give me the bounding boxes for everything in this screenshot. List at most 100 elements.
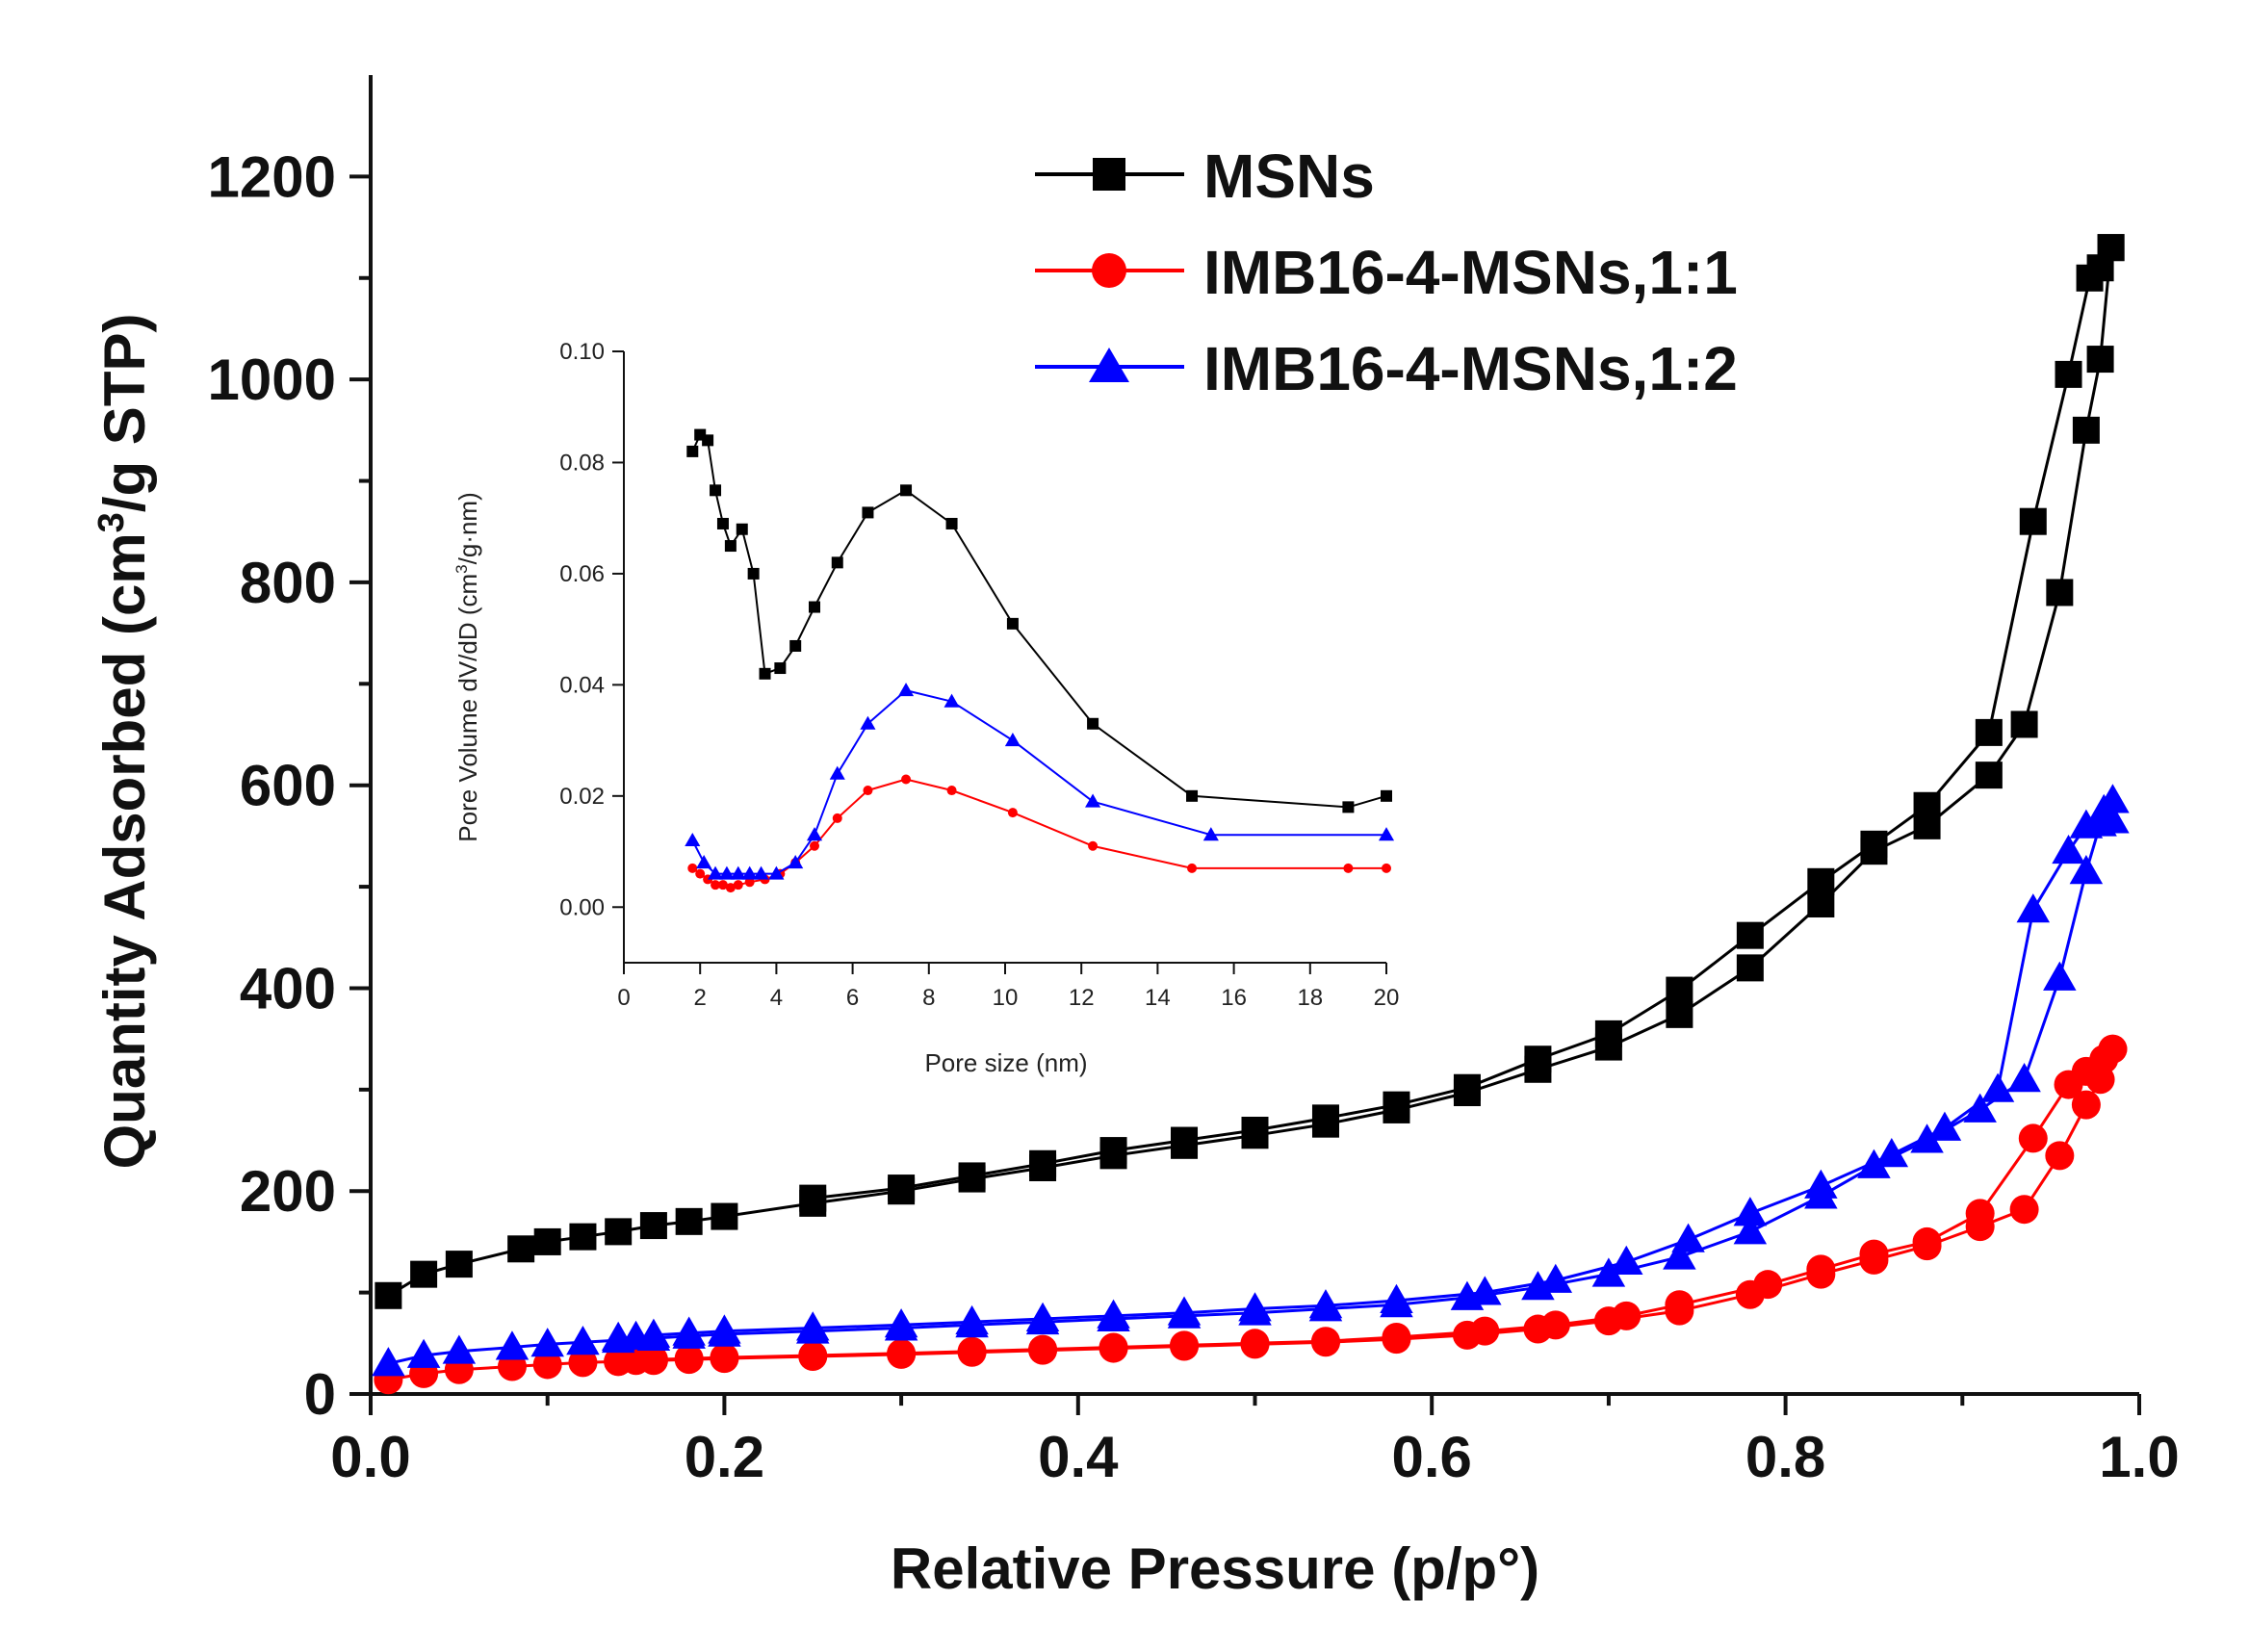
main-point-desorption-imb16-4-msns-1-1 [604, 1347, 633, 1377]
main-point-desorption-msns [1241, 1117, 1269, 1144]
inset-y-tick-label: 0.10 [559, 339, 605, 365]
main-point-desorption-msns [2019, 507, 2047, 535]
main-point-adsorption-msns [2072, 416, 2100, 444]
inset-y-axis-title-superscript: 3 [452, 564, 471, 573]
inset-x-tick-label: 4 [770, 985, 783, 1011]
main-point-desorption-msns [2055, 360, 2082, 388]
inset-point-imb16-4-msns-1-2 [1085, 793, 1101, 808]
inset-point-imb16-4-msns-1-1 [810, 840, 819, 851]
inset-point-imb16-4-msns-1-1 [1088, 840, 1099, 851]
main-point-desorption-imb16-4-msns-1-2 [672, 1316, 706, 1346]
inset-point-imb16-4-msns-1-1 [717, 880, 728, 891]
inset-series-layer [685, 428, 1395, 893]
main-point-adsorption-msns [1666, 1000, 1693, 1028]
main-point-desorption-msns [958, 1162, 986, 1190]
inset-point-imb16-4-msns-1-2 [788, 855, 804, 869]
main-point-adsorption-imb16-4-msns-1-2 [495, 1330, 530, 1360]
main-point-desorption-imb16-4-msns-1-2 [2087, 793, 2121, 823]
inset-point-msns [702, 434, 714, 447]
inset-series-imb16-4-msns-1-2 [685, 683, 1395, 880]
inset-x-tick-label: 16 [1221, 985, 1247, 1011]
main-line-desorption-imb16-4-msns-1-1 [618, 1047, 2114, 1363]
main-point-desorption-imb16-4-msns-1-1 [1310, 1327, 1340, 1356]
main-x-tick-label: 0.2 [685, 1425, 764, 1489]
main-point-desorption-imb16-4-msns-1-2 [1025, 1302, 1060, 1331]
main-point-desorption-msns [799, 1184, 827, 1212]
inset-point-imb16-4-msns-1-1 [1343, 863, 1354, 873]
main-point-adsorption-msns [1975, 761, 2003, 789]
inset-point-imb16-4-msns-1-2 [897, 683, 915, 697]
inset-point-msns [1186, 789, 1199, 802]
main-point-desorption-imb16-4-msns-1-2 [1097, 1299, 1130, 1329]
main-point-adsorption-imb16-4-msns-1-1 [2009, 1195, 2039, 1225]
main-point-desorption-imb16-4-msns-1-1 [2054, 1070, 2083, 1099]
main-point-desorption-imb16-4-msns-1-2 [708, 1314, 741, 1344]
main-point-desorption-msns [1383, 1091, 1410, 1119]
main-series-imb16-4-msns-1-2 [372, 784, 2130, 1377]
main-point-adsorption-msns [2010, 710, 2038, 738]
main-point-adsorption-imb16-4-msns-1-2 [372, 1347, 405, 1377]
inset-point-msns [789, 639, 802, 652]
main-point-desorption-imb16-4-msns-1-2 [1308, 1289, 1343, 1319]
inset-point-imb16-4-msns-1-2 [944, 693, 960, 708]
main-point-desorption-imb16-4-msns-1-1 [1665, 1290, 1694, 1320]
inset-axes: 0 2 4 6 8 10 12 14 16 18 20 0.00 0.02 0.04 0.06 0.08 0.1… [559, 339, 1399, 1011]
main-point-desorption-imb16-4-msns-1-1 [674, 1344, 704, 1374]
inset-point-imb16-4-msns-1-2 [730, 865, 746, 880]
main-point-desorption-msns [1099, 1137, 1127, 1165]
main-point-adsorption-imb16-4-msns-1-2 [1963, 1093, 1997, 1123]
inset-point-msns [831, 556, 843, 569]
inset-point-msns [710, 484, 722, 497]
main-point-desorption-imb16-4-msns-1-2 [796, 1311, 830, 1341]
main-point-desorption-msns [1171, 1126, 1199, 1154]
main-y-axis-title-main: Quantity Adsorbed (cm [92, 532, 157, 1169]
main-point-adsorption-imb16-4-msns-1-2 [2069, 855, 2104, 885]
main-point-desorption-msns [1975, 718, 2003, 746]
inset-point-imb16-4-msns-1-2 [753, 865, 769, 880]
inset-point-msns [686, 445, 699, 457]
main-point-desorption-imb16-4-msns-1-2 [884, 1308, 918, 1338]
inset-point-imb16-4-msns-1-2 [1378, 827, 1395, 841]
main-point-adsorption-msns [445, 1251, 473, 1278]
inset-x-tick-label: 12 [1069, 985, 1095, 1011]
inset-point-msns [900, 484, 913, 497]
inset-x-tick-label: 18 [1297, 985, 1323, 1011]
main-point-adsorption-imb16-4-msns-1-2 [406, 1338, 441, 1368]
main-point-desorption-msns [1453, 1073, 1481, 1101]
main-point-desorption-imb16-4-msns-1-1 [1965, 1199, 1995, 1228]
inset-point-msns [1006, 617, 1019, 630]
main-series-layer [372, 234, 2130, 1395]
inset-point-msns [945, 517, 958, 529]
legend-label-imb16-1-2: IMB16-4-MSNs,1:2 [1203, 334, 1738, 403]
main-point-desorption-imb16-4-msns-1-1 [1170, 1330, 1200, 1360]
inset-point-imb16-4-msns-1-1 [687, 863, 698, 873]
main-point-desorption-imb16-4-msns-1-1 [887, 1338, 917, 1368]
legend-item-msns: MSNs [1035, 142, 1375, 211]
main-point-adsorption-imb16-4-msns-1-2 [1857, 1149, 1891, 1178]
main-y-tick-label: 600 [240, 754, 336, 818]
main-y-tick-label: 1000 [208, 348, 336, 412]
main-point-adsorption-msns [1736, 954, 1764, 982]
inset-x-tick-label: 14 [1145, 985, 1171, 1011]
main-point-adsorption-imb16-4-msns-1-2 [566, 1326, 600, 1355]
legend-label-imb16-1-1: IMB16-4-MSNs,1:1 [1203, 238, 1738, 307]
main-point-adsorption-msns [605, 1218, 633, 1246]
inset-point-imb16-4-msns-1-1 [863, 786, 873, 796]
main-point-desorption-imb16-4-msns-1-1 [2018, 1123, 2048, 1153]
inset-point-msns [1087, 717, 1099, 730]
main-point-adsorption-msns [410, 1260, 438, 1288]
inset-point-imb16-4-msns-1-2 [1202, 827, 1219, 841]
main-x-tick-label: 0.0 [330, 1425, 410, 1489]
main-point-adsorption-imb16-4-msns-1-2 [2007, 1063, 2041, 1093]
inset-y-axis-title: Pore Volume dV/dD (cm3/g·nm) [452, 492, 482, 841]
inset-point-msns [716, 517, 729, 529]
main-point-desorption-imb16-4-msns-1-2 [1468, 1276, 1502, 1305]
main-point-desorption-imb16-4-msns-1-1 [798, 1340, 828, 1370]
inset-point-imb16-4-msns-1-1 [725, 883, 736, 893]
inset-point-imb16-4-msns-1-2 [829, 765, 845, 780]
inset-point-imb16-4-msns-1-2 [860, 715, 876, 730]
main-y-tick-label: 0 [304, 1362, 336, 1427]
